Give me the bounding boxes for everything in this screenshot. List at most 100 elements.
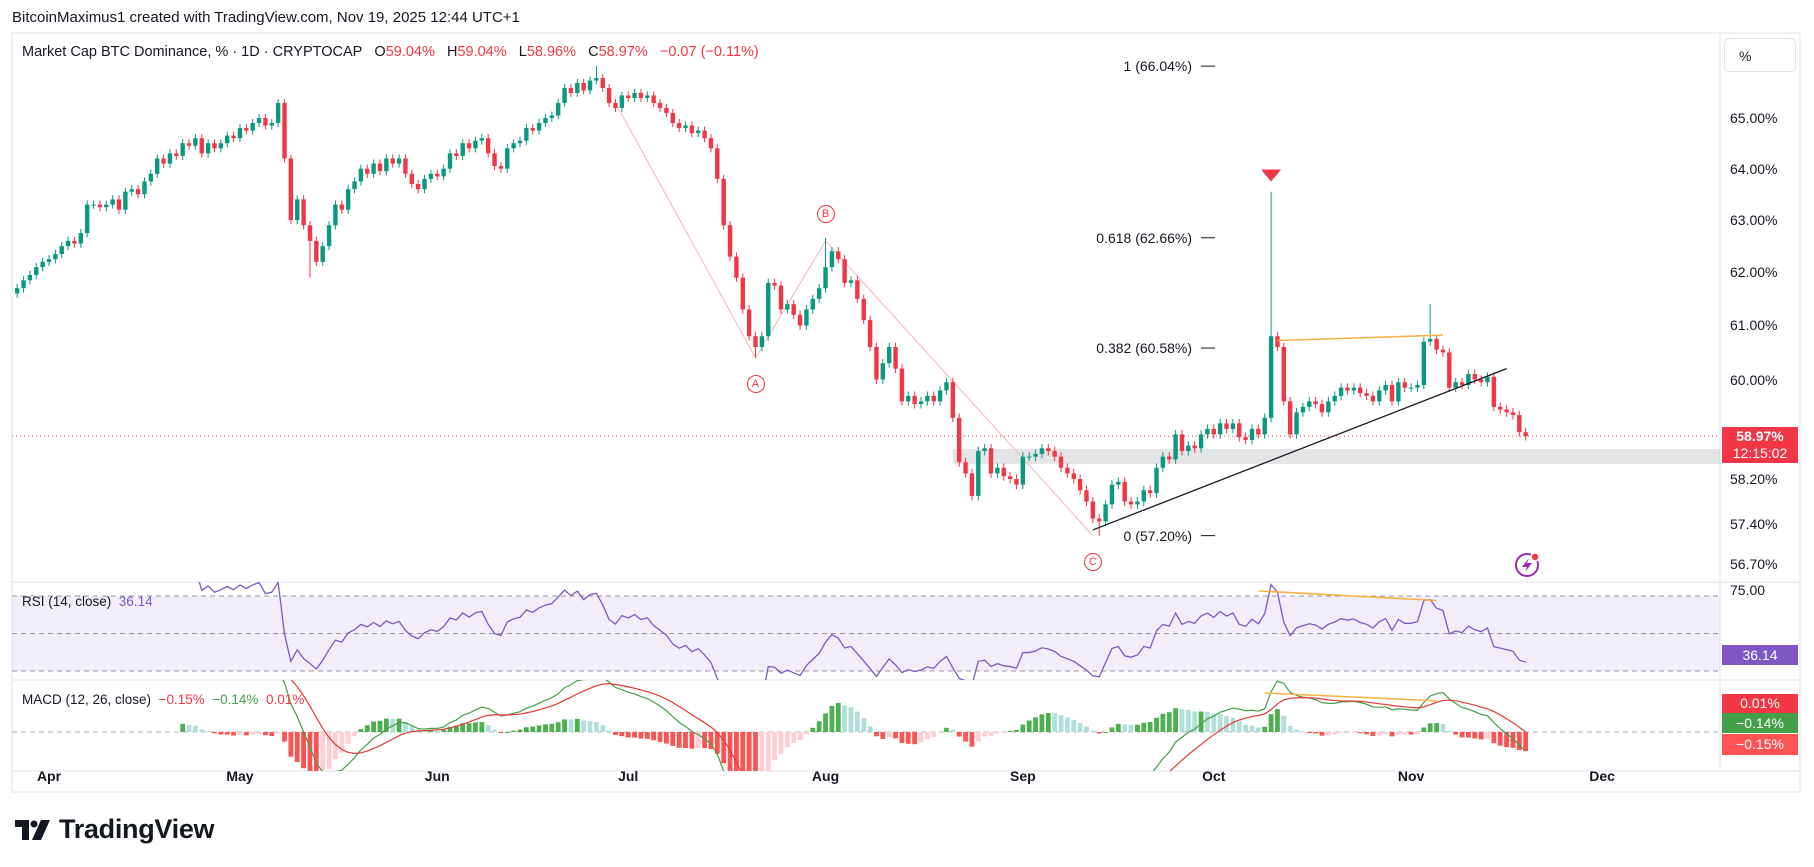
- tradingview-logo[interactable]: TradingView: [15, 814, 215, 845]
- tradingview-logo-icon: [15, 819, 50, 840]
- rsi-pane[interactable]: [12, 550, 1720, 709]
- rsi-value-badge: 36.14: [1722, 645, 1798, 665]
- macd-histogram-bar: [523, 727, 529, 732]
- macd-histogram-bar: [1325, 732, 1331, 736]
- macd-histogram-bar: [1205, 711, 1210, 732]
- candle-body: [1287, 401, 1293, 435]
- candle-body: [505, 148, 510, 169]
- rsi-title[interactable]: RSI (14, close): [22, 594, 112, 609]
- macd-histogram-bar: [746, 732, 752, 771]
- macd-histogram-bar: [753, 732, 758, 771]
- macd-histogram-bar: [924, 732, 930, 740]
- high-value: 59.04%: [457, 44, 507, 60]
- macd-histogram-bar: [568, 719, 574, 732]
- candle-body: [333, 204, 338, 226]
- candle-body: [1517, 415, 1522, 433]
- macd-histogram-bar: [339, 732, 345, 753]
- alert-lightning-icon[interactable]: [1515, 552, 1540, 577]
- open-label: O: [374, 44, 386, 60]
- candle-body: [804, 309, 809, 326]
- macd-histogram-bar: [1192, 711, 1198, 732]
- macd-histogram-bar: [835, 702, 841, 732]
- symbol-title[interactable]: Market Cap BTC Dominance, % · 1D · CRYPT…: [22, 44, 363, 60]
- price-tick-label: 63.00%: [1730, 212, 1778, 229]
- candle-body: [193, 138, 198, 146]
- candle-body: [664, 107, 669, 113]
- macd-histogram-bar: [326, 732, 332, 769]
- candle-body: [581, 83, 586, 91]
- candle-body: [810, 298, 815, 310]
- candle-body: [638, 92, 644, 98]
- candle-body: [460, 143, 465, 156]
- macd-title[interactable]: MACD (12, 26, close): [22, 692, 152, 707]
- macd-histogram-bar: [1421, 727, 1427, 732]
- macd-histogram-bar: [492, 729, 497, 732]
- macd-histogram-bar: [1007, 730, 1013, 732]
- high-label: H: [446, 44, 458, 60]
- macd-histogram-bar: [1459, 732, 1465, 738]
- candle-body: [174, 153, 179, 156]
- macd-histogram-bar: [1281, 715, 1287, 732]
- current-price-value: 58.97%: [1736, 428, 1784, 444]
- candle-body: [880, 363, 886, 380]
- candle-body: [867, 320, 873, 347]
- macd-line: [282, 680, 1527, 771]
- candle-body: [1364, 393, 1369, 396]
- candle-body: [1256, 428, 1261, 435]
- macd-histogram-bar: [1128, 724, 1134, 732]
- candle-body: [123, 191, 128, 210]
- macd-histogram-bar: [1185, 709, 1191, 732]
- candle-body: [861, 298, 866, 321]
- macd-histogram-bar: [256, 732, 262, 734]
- macd-histogram-bar: [549, 723, 555, 732]
- macd-histogram-bar: [918, 732, 924, 743]
- macd-signal-badge: 0.01%: [1722, 694, 1798, 713]
- current-price-badge: 58.97% 12:15:02: [1722, 427, 1798, 463]
- macd-histogram-bar: [377, 720, 383, 732]
- candle-body: [225, 135, 230, 144]
- rsi-line: [198, 582, 1526, 680]
- candle-body: [727, 225, 733, 257]
- macd-histogram-bar: [1332, 732, 1338, 735]
- candle-body: [1345, 387, 1350, 391]
- candle-body: [708, 138, 714, 149]
- macd-pane[interactable]: [12, 658, 1720, 867]
- candle-body: [1007, 476, 1013, 480]
- candle-body: [14, 288, 20, 294]
- macd-histogram-bar: [1510, 732, 1516, 748]
- candle-body: [1307, 401, 1312, 407]
- candle-body: [301, 199, 306, 226]
- macd-histogram-bar: [1033, 717, 1038, 732]
- macd-histogram-bar: [205, 730, 211, 732]
- macd-histogram-bar: [982, 732, 988, 737]
- candle-body: [855, 280, 860, 299]
- macd-histogram-bar: [683, 732, 688, 748]
- macd-histogram-bar: [1523, 732, 1529, 752]
- macd-histogram-bar: [1230, 717, 1236, 732]
- macd-histogram-bar: [1275, 709, 1280, 732]
- ascending-trendline: [1092, 368, 1507, 531]
- candle-body: [263, 118, 268, 126]
- candle-body: [1224, 423, 1229, 429]
- macd-histogram-bar: [1249, 725, 1255, 732]
- macd-histogram-bar: [192, 725, 198, 732]
- rsi-divergence-line: [1258, 590, 1437, 602]
- candle-body: [1275, 336, 1280, 347]
- candle-body: [97, 204, 103, 208]
- macd-histogram-bar: [632, 732, 637, 738]
- candle-body: [396, 158, 402, 164]
- macd-histogram-bar: [313, 732, 319, 771]
- macd-histogram-bar: [829, 705, 835, 732]
- candle-body: [1020, 456, 1026, 485]
- candle-body: [1217, 423, 1223, 435]
- price-pane[interactable]: [12, 66, 1720, 536]
- candle-body: [269, 123, 274, 126]
- candle-body: [886, 346, 892, 364]
- percent-scale-button[interactable]: %: [1724, 38, 1796, 72]
- macd-histogram-bar: [734, 732, 739, 771]
- macd-histogram-bar: [899, 732, 905, 744]
- candle-body: [1294, 412, 1299, 435]
- candle-body: [237, 128, 243, 139]
- macd-histogram-bar: [708, 732, 714, 750]
